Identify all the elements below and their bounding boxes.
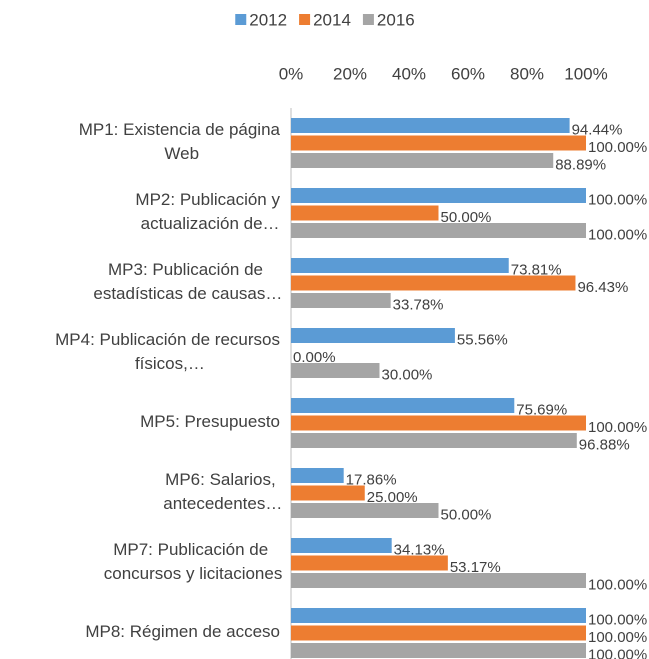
bar [291,188,586,203]
value-label: 88.89% [555,156,606,173]
category-label: MP1: Existencia de página Web [79,120,281,163]
value-label: 73.81% [511,261,562,278]
category-label: MP5: Presupuesto [140,412,280,431]
legend-label: 2014 [313,10,351,29]
bar [291,328,455,343]
bar [291,223,586,238]
bar [291,468,344,483]
x-tick-label: 60% [451,64,485,83]
bar [291,135,586,151]
value-label: 100.00% [588,419,647,436]
bar [291,398,515,413]
value-label: 30.00% [382,366,433,383]
value-label: 96.88% [579,436,630,453]
bar [291,118,570,133]
value-label: 33.78% [393,296,444,313]
x-tick-label: 0% [279,64,304,83]
x-tick-label: 20% [333,64,367,83]
bar [291,643,586,658]
bar [291,573,586,588]
value-label: 94.44% [572,121,623,138]
x-tick-label: 100% [564,64,607,83]
value-label: 100.00% [588,629,647,646]
bar [291,363,380,378]
value-label: 100.00% [588,611,647,628]
value-label: 100.00% [588,139,647,156]
category-label: MP7: Publicación de concursos y licitaci… [99,540,282,583]
legend-label: 2012 [249,10,287,29]
bar [291,153,554,168]
value-label: 25.00% [367,489,418,506]
value-label: 96.43% [577,279,628,296]
bar [291,538,392,553]
bar [291,608,586,623]
value-label: 50.00% [441,209,492,226]
value-label: 17.86% [346,471,397,488]
value-label: 55.56% [457,331,508,348]
category-label: MP3: Publicación de estadísticas de caus… [89,260,283,303]
bar [291,485,365,501]
value-label: 53.17% [450,559,501,576]
category-label: MP8: Régimen de acceso [85,622,280,641]
value-label: 100.00% [588,226,647,243]
bar [291,293,391,308]
legend-item: 2016 [362,10,415,29]
legend-label: 2016 [377,10,415,29]
value-label: 100.00% [588,191,647,208]
value-label: 75.69% [516,401,567,418]
legend-swatch [362,14,374,25]
value-label: 100.00% [588,576,647,593]
bar [291,503,439,518]
bar [291,433,577,448]
category-label: MP2: Publicación y actualización de… [135,190,280,233]
category-label: MP4: Publicación de recursos físicos,… [55,330,280,373]
bar [291,415,586,431]
bar [291,258,509,273]
bar [291,625,586,641]
value-label: 100.00% [588,646,647,659]
category-label: MP6: Salarios, antecedentes… [159,470,283,513]
x-tick-label: 80% [510,64,544,83]
bar [291,275,576,291]
x-tick-label: 40% [392,64,426,83]
legend-item: 2014 [299,10,351,29]
legend-item: 2012 [235,10,287,29]
value-label: 0.00% [293,349,336,366]
bar [291,555,448,571]
bar [291,205,439,221]
legend-swatch [299,14,311,25]
value-label: 34.13% [394,541,445,558]
legend-swatch [235,14,247,25]
value-label: 50.00% [441,506,492,523]
